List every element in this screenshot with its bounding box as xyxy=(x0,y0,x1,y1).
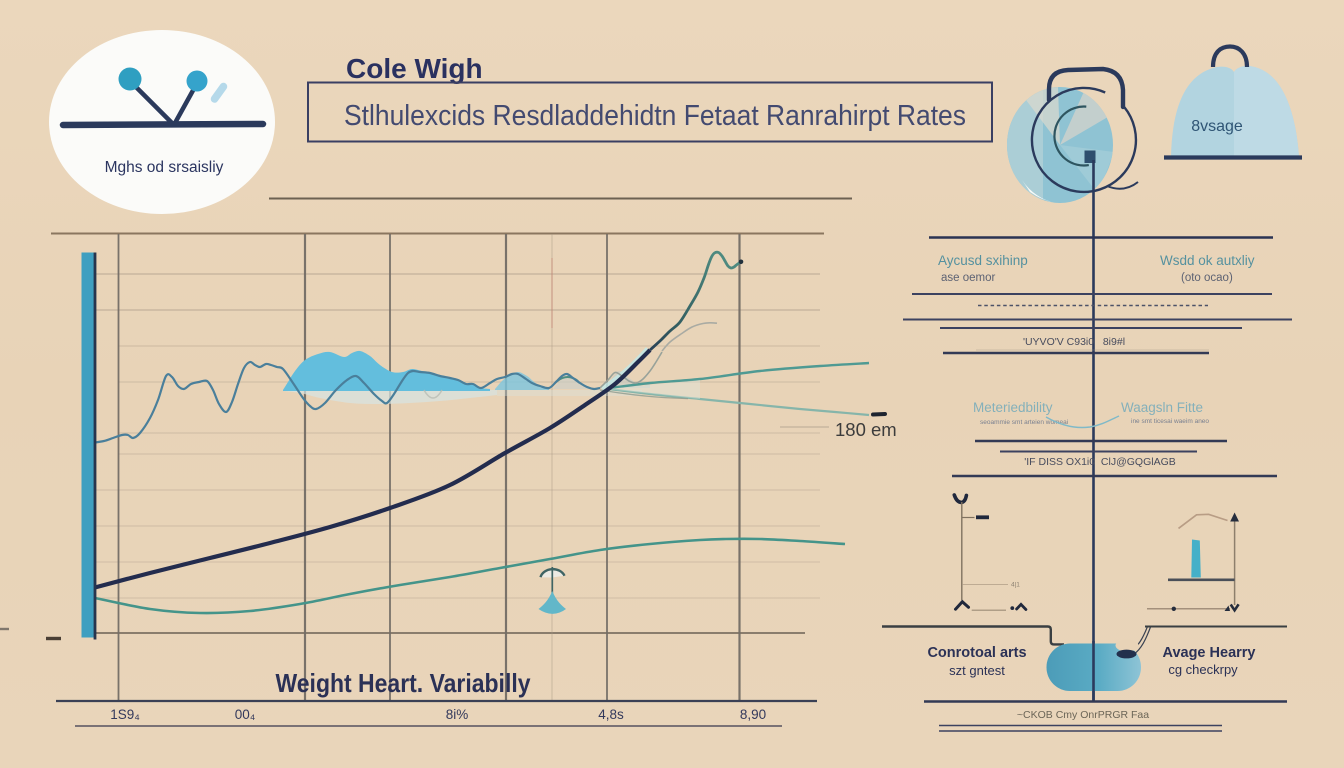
svg-text:seoammie smt arteien womeai: seoammie smt arteien womeai xyxy=(980,419,1068,426)
svg-text:Avage Hearry: Avage Hearry xyxy=(1163,645,1256,661)
svg-text:8,90: 8,90 xyxy=(740,707,766,722)
svg-text:ase oemor: ase oemor xyxy=(941,272,996,284)
svg-text:Conrotoal arts: Conrotoal arts xyxy=(927,645,1026,661)
svg-text:Meteriedbility: Meteriedbility xyxy=(973,400,1053,415)
svg-text:(oto ocao): (oto ocao) xyxy=(1181,272,1233,284)
svg-text:Waagsln Fitte: Waagsln Fitte xyxy=(1121,400,1203,415)
svg-text:00₄: 00₄ xyxy=(235,707,256,722)
svg-text:Stlhulexcids Resdladdehidtn Fe: Stlhulexcids Resdladdehidtn Fetaat Ranra… xyxy=(344,100,966,132)
svg-text:ine smt ticesai waeim aneo: ine smt ticesai waeim aneo xyxy=(1131,418,1209,425)
svg-text:8i%: 8i% xyxy=(446,707,469,722)
svg-text:Aycusd sxihinp: Aycusd sxihinp xyxy=(938,253,1028,268)
svg-text:4|1: 4|1 xyxy=(1011,582,1020,589)
svg-text:'UYVO'V C93i0 8i9#l: 'UYVO'V C93i0 8i9#l xyxy=(1023,336,1125,348)
svg-text:szt gntest: szt gntest xyxy=(949,663,1005,678)
svg-text:1S9₄: 1S9₄ xyxy=(110,707,140,722)
svg-text:180 em: 180 em xyxy=(835,419,897,440)
svg-text:4,8s: 4,8s xyxy=(598,707,624,722)
svg-text:Mghs od srsaisliy: Mghs od srsaisliy xyxy=(105,159,224,176)
svg-text:Weight Heart. Variabilly: Weight Heart. Variabilly xyxy=(276,668,531,698)
svg-text:cg checkrpy: cg checkrpy xyxy=(1168,662,1238,677)
svg-text:~CKOB Cmy OnrPRGR Faa: ~CKOB Cmy OnrPRGR Faa xyxy=(1017,709,1149,721)
svg-text:Cole Wigh: Cole Wigh xyxy=(346,53,483,84)
svg-text:8vsage: 8vsage xyxy=(1191,118,1243,135)
svg-text:Wsdd ok autxliy: Wsdd ok autxliy xyxy=(1160,253,1255,268)
svg-text:'IF DISS OX1i0 ClJ@GQGlAGB: 'IF DISS OX1i0 ClJ@GQGlAGB xyxy=(1024,456,1176,468)
